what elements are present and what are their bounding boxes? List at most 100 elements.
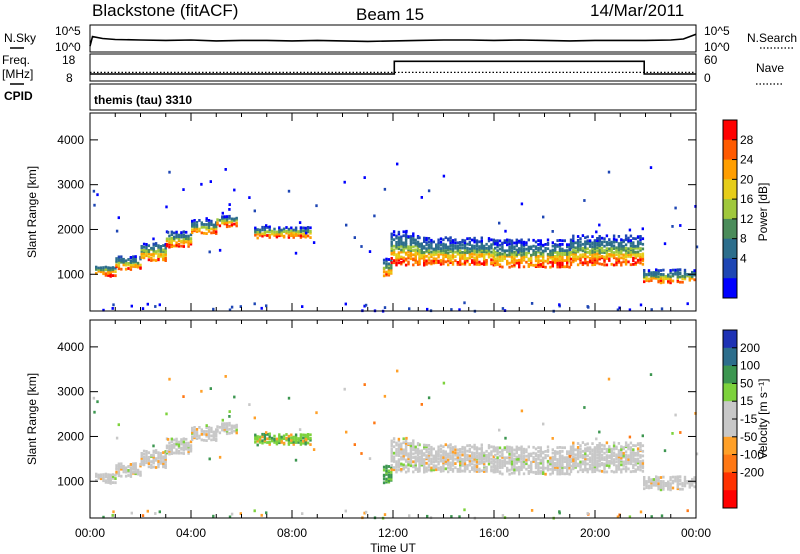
power-cell xyxy=(423,254,426,258)
power-cell xyxy=(265,224,268,227)
power-cell xyxy=(515,254,518,258)
velocity-cell xyxy=(165,451,169,455)
velocity-cell xyxy=(423,466,426,470)
power-cell xyxy=(659,279,663,282)
velocity-cell xyxy=(510,456,514,460)
power-cell xyxy=(549,260,552,264)
power-cell xyxy=(616,308,620,312)
velocity-cell xyxy=(473,443,476,447)
velocity-cell xyxy=(395,450,398,454)
power-cell xyxy=(691,273,694,277)
power-cell xyxy=(168,237,171,241)
velocity-cell xyxy=(591,454,594,457)
velocity-cell xyxy=(639,462,642,466)
velocity-cell xyxy=(506,447,509,451)
power-cell xyxy=(605,252,609,256)
velocity-cell xyxy=(409,444,413,448)
velocity-cell xyxy=(627,443,630,447)
velocity-cell xyxy=(627,454,630,458)
power-cell xyxy=(191,231,194,234)
power-cell xyxy=(632,241,635,245)
power-cell xyxy=(205,227,208,231)
velocity-cell xyxy=(596,459,599,463)
power-cell xyxy=(463,255,467,259)
power-cell xyxy=(233,222,236,226)
velocity-cell xyxy=(404,448,408,452)
power-cell xyxy=(612,253,616,257)
power-cell xyxy=(503,253,506,256)
velocity-cell xyxy=(139,473,142,476)
power-cell xyxy=(586,255,589,259)
velocity-cell xyxy=(212,514,215,518)
velocity-cell xyxy=(173,442,176,446)
power-cell xyxy=(662,280,665,284)
velocity-cell xyxy=(447,455,450,459)
velocity-colorbar-swatch xyxy=(723,454,737,473)
velocity-cell xyxy=(517,457,520,461)
velocity-cell xyxy=(416,470,420,473)
power-cell xyxy=(145,244,148,248)
velocity-cell xyxy=(515,448,518,451)
power-cell xyxy=(624,237,628,240)
power-cell xyxy=(404,243,408,246)
power-cell xyxy=(568,265,571,269)
power-cell xyxy=(402,230,405,234)
power-cell xyxy=(546,257,550,261)
power-cell xyxy=(591,263,594,267)
power-cell xyxy=(261,228,264,232)
velocity-cell xyxy=(558,465,562,469)
power-cell xyxy=(414,251,417,254)
power-cell xyxy=(175,233,178,237)
velocity-cell xyxy=(124,468,128,472)
power-cell xyxy=(136,265,140,269)
power-cell xyxy=(639,303,643,307)
velocity-cell xyxy=(200,438,203,442)
velocity-cell xyxy=(605,454,609,457)
velocity-cell xyxy=(418,462,421,466)
power-cell xyxy=(193,228,196,231)
power-cell xyxy=(258,230,262,234)
power-cell xyxy=(508,242,511,246)
velocity-cell xyxy=(450,515,453,518)
power-cell xyxy=(501,247,504,251)
power-cell xyxy=(662,268,665,272)
power-cell xyxy=(478,255,481,258)
power-cell xyxy=(471,238,474,242)
power-cell xyxy=(618,306,621,310)
velocity-cell xyxy=(579,460,582,464)
power-cell xyxy=(233,188,236,192)
power-cell xyxy=(591,245,594,249)
velocity-cell xyxy=(485,466,488,469)
velocity-cell xyxy=(600,462,604,465)
power-cell xyxy=(574,254,577,258)
power-cell xyxy=(584,242,587,246)
power-cell xyxy=(430,246,433,250)
power-cell xyxy=(140,245,143,248)
power-cell xyxy=(275,234,279,238)
power-cell xyxy=(603,251,606,254)
velocity-cell xyxy=(503,446,506,450)
velocity-cell xyxy=(530,466,533,470)
velocity-cell xyxy=(228,415,231,418)
power-cell xyxy=(177,239,181,243)
power-cell xyxy=(569,238,573,242)
power-cell xyxy=(198,219,201,222)
velocity-cell xyxy=(442,449,445,453)
velocity-cell xyxy=(268,437,271,441)
power-cell xyxy=(627,239,630,243)
velocity-cell xyxy=(423,460,426,463)
power-cell xyxy=(152,254,155,258)
time-tick-label: 04:00 xyxy=(176,526,206,540)
velocity-cell xyxy=(664,482,667,485)
power-cell xyxy=(503,254,506,258)
power-cell xyxy=(309,230,312,233)
power-cell xyxy=(563,239,566,243)
power-cell xyxy=(652,271,655,274)
velocity-cell xyxy=(414,458,417,461)
power-cell xyxy=(382,274,386,278)
velocity-cell xyxy=(620,458,623,462)
power-cell xyxy=(115,229,119,233)
velocity-colorbar-tick-label: 200 xyxy=(740,341,760,355)
power-cell xyxy=(256,228,259,231)
velocity-cell xyxy=(193,430,196,434)
